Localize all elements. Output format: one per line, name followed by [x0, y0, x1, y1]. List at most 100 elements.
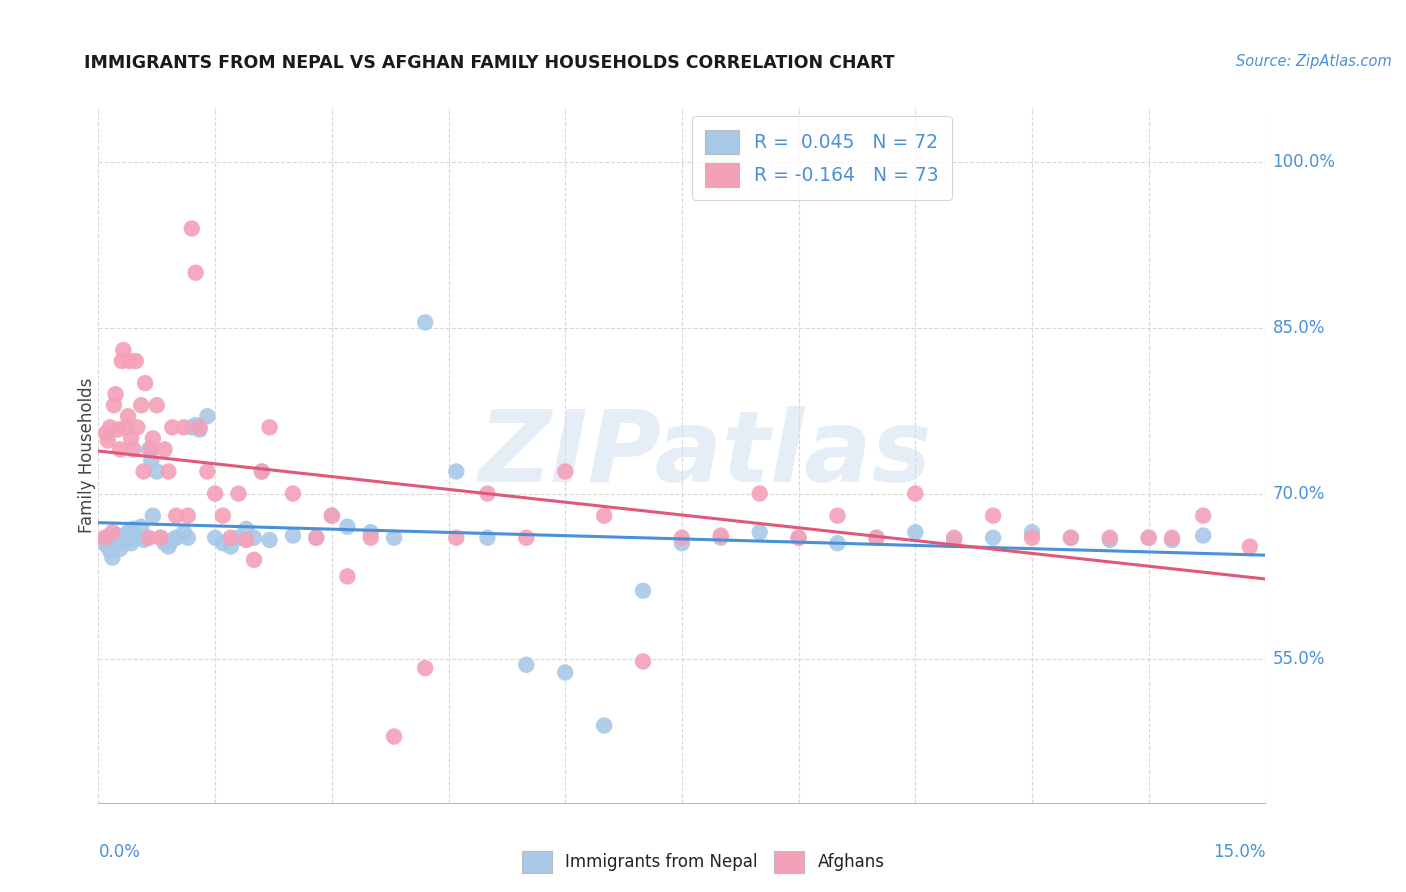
Point — [134, 531, 156, 545]
Point — [114, 533, 136, 547]
Point — [134, 376, 156, 391]
Point — [188, 420, 211, 434]
Point — [98, 420, 121, 434]
Point — [129, 398, 152, 412]
Point — [228, 531, 250, 545]
Point — [787, 531, 810, 545]
Point — [142, 508, 165, 523]
Point — [127, 420, 149, 434]
Point — [865, 531, 887, 545]
Point — [93, 531, 115, 545]
Point — [1098, 533, 1121, 547]
Point — [865, 531, 887, 545]
Point — [204, 531, 226, 545]
Point — [593, 718, 616, 732]
Text: ZIPatlas: ZIPatlas — [478, 407, 932, 503]
Point — [112, 343, 135, 357]
Point — [336, 519, 359, 533]
Point — [671, 531, 693, 545]
Point — [118, 354, 141, 368]
Point — [180, 221, 202, 235]
Point — [515, 657, 537, 672]
Point — [827, 508, 849, 523]
Point — [195, 409, 218, 424]
Point — [129, 519, 152, 533]
Point — [101, 550, 124, 565]
Y-axis label: Family Households: Family Households — [79, 377, 96, 533]
Point — [360, 525, 382, 540]
Point — [259, 533, 281, 547]
Point — [114, 420, 136, 434]
Point — [243, 531, 266, 545]
Point — [146, 465, 169, 479]
Point — [321, 508, 343, 523]
Point — [250, 465, 273, 479]
Point — [904, 486, 927, 500]
Point — [710, 528, 733, 542]
Point — [631, 583, 654, 598]
Point — [165, 508, 187, 523]
Point — [111, 536, 134, 550]
Point — [748, 486, 770, 500]
Point — [132, 533, 155, 547]
Point — [173, 420, 195, 434]
Point — [125, 354, 148, 368]
Point — [219, 540, 242, 554]
Point — [127, 528, 149, 542]
Point — [710, 531, 733, 545]
Point — [1239, 540, 1261, 554]
Point — [103, 398, 125, 412]
Point — [554, 465, 576, 479]
Point — [157, 465, 180, 479]
Point — [118, 531, 141, 545]
Text: 85.0%: 85.0% — [1272, 319, 1324, 337]
Legend: Immigrants from Nepal, Afghans: Immigrants from Nepal, Afghans — [515, 845, 891, 880]
Point — [157, 540, 180, 554]
Point — [413, 315, 436, 329]
Point — [142, 431, 165, 445]
Point — [195, 465, 218, 479]
Point — [141, 453, 163, 467]
Point — [748, 525, 770, 540]
Point — [631, 655, 654, 669]
Point — [184, 266, 207, 280]
Point — [1192, 508, 1215, 523]
Point — [132, 465, 155, 479]
Point — [107, 528, 129, 542]
Point — [446, 465, 468, 479]
Point — [1161, 533, 1184, 547]
Point — [1060, 531, 1083, 545]
Point — [120, 536, 142, 550]
Point — [96, 425, 118, 440]
Point — [204, 486, 226, 500]
Point — [382, 730, 405, 744]
Point — [477, 531, 499, 545]
Point — [162, 420, 184, 434]
Point — [120, 431, 142, 445]
Point — [554, 665, 576, 680]
Text: 70.0%: 70.0% — [1272, 484, 1324, 502]
Point — [515, 531, 537, 545]
Point — [904, 525, 927, 540]
Point — [112, 531, 135, 545]
Point — [96, 531, 118, 545]
Point — [1098, 531, 1121, 545]
Point — [177, 531, 200, 545]
Point — [981, 531, 1004, 545]
Point — [413, 661, 436, 675]
Point — [104, 387, 127, 401]
Text: IMMIGRANTS FROM NEPAL VS AFGHAN FAMILY HOUSEHOLDS CORRELATION CHART: IMMIGRANTS FROM NEPAL VS AFGHAN FAMILY H… — [84, 54, 896, 71]
Point — [1021, 525, 1043, 540]
Point — [477, 486, 499, 500]
Point — [219, 531, 242, 545]
Point — [149, 531, 172, 545]
Point — [1021, 531, 1043, 545]
Point — [107, 423, 129, 437]
Point — [141, 442, 163, 457]
Point — [212, 536, 235, 550]
Point — [162, 533, 184, 547]
Point — [593, 508, 616, 523]
Point — [104, 535, 127, 549]
Text: 0.0%: 0.0% — [98, 843, 141, 861]
Point — [243, 553, 266, 567]
